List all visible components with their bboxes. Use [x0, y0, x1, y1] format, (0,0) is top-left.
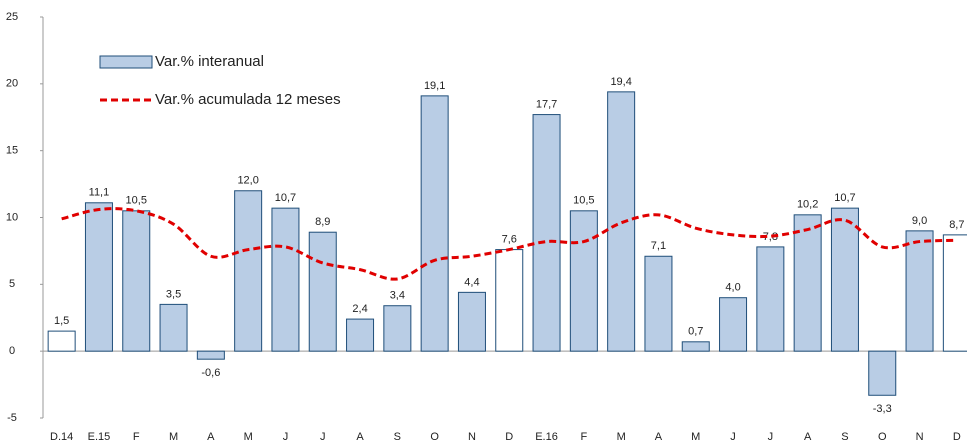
bar — [719, 297, 748, 352]
value-label: 10,7 — [275, 192, 296, 204]
y-tick-label: 5 — [9, 278, 15, 290]
value-label: -0,6 — [201, 367, 220, 379]
value-label: 9,0 — [912, 215, 927, 227]
bar — [122, 210, 151, 352]
value-label: 7,6 — [502, 233, 517, 245]
value-label: 17,7 — [536, 98, 557, 110]
bar — [681, 341, 710, 352]
x-tick-label: O — [878, 431, 887, 443]
x-tick-label: S — [841, 431, 848, 443]
bar — [644, 255, 673, 352]
bar — [47, 330, 76, 352]
bar — [383, 305, 412, 352]
line — [61, 207, 957, 281]
bar — [346, 318, 375, 352]
value-label: 10,2 — [797, 199, 818, 211]
x-tick-label: E.15 — [88, 431, 111, 443]
bar — [942, 234, 967, 352]
bar — [607, 91, 636, 352]
x-tick-label: D — [505, 431, 513, 443]
x-tick-label: J — [730, 431, 736, 443]
bar — [457, 291, 486, 352]
value-label: 19,1 — [424, 80, 445, 92]
bar — [495, 249, 524, 352]
x-tick-label: E.16 — [535, 431, 558, 443]
value-label: 10,5 — [573, 195, 594, 207]
bar — [793, 214, 822, 352]
x-tick-label: M — [617, 431, 626, 443]
value-label: 19,4 — [610, 76, 631, 88]
value-label: 8,9 — [315, 216, 330, 228]
bar — [271, 207, 300, 352]
value-label: 7,1 — [651, 240, 666, 252]
bar — [868, 350, 897, 396]
value-label: -3,3 — [873, 403, 892, 415]
x-tick-label: M — [691, 431, 700, 443]
value-label: 8,7 — [949, 219, 964, 231]
y-tick-label: 10 — [6, 211, 18, 223]
value-label: 12,0 — [237, 175, 258, 187]
x-tick-label: J — [320, 431, 326, 443]
x-tick-label: D.14 — [50, 431, 73, 443]
x-tick-label: N — [916, 431, 924, 443]
x-tick-label: O — [430, 431, 439, 443]
bar — [308, 231, 337, 352]
y-tick-label: 25 — [6, 11, 18, 23]
value-label: 3,4 — [390, 290, 405, 302]
legend-swatch — [99, 55, 153, 69]
x-tick-label: J — [283, 431, 289, 443]
x-tick-label: D — [953, 431, 961, 443]
y-tick-label: -5 — [7, 412, 17, 424]
x-tick-label: J — [768, 431, 774, 443]
bar — [569, 210, 598, 352]
x-tick-label: F — [580, 431, 587, 443]
value-label: 2,4 — [352, 303, 367, 315]
bar — [159, 303, 188, 352]
legend-label: Var.% interanual — [155, 53, 264, 70]
bar — [84, 202, 113, 352]
bar — [905, 230, 934, 352]
x-tick-label: A — [356, 431, 364, 443]
bar — [756, 246, 785, 352]
value-label: 10,5 — [126, 195, 147, 207]
value-label: 11,1 — [89, 187, 110, 199]
x-tick-label: A — [655, 431, 663, 443]
x-tick-label: M — [244, 431, 253, 443]
y-tick-label: 0 — [9, 345, 15, 357]
value-label: 3,5 — [166, 288, 181, 300]
value-label: 7,8 — [763, 231, 778, 243]
x-tick-label: F — [133, 431, 140, 443]
x-tick-label: S — [394, 431, 401, 443]
x-tick-label: A — [804, 431, 812, 443]
value-label: 1,5 — [54, 315, 69, 327]
bar — [830, 207, 859, 352]
x-tick-label: N — [468, 431, 476, 443]
value-label: 0,7 — [688, 326, 703, 338]
y-tick-label: 20 — [6, 78, 18, 90]
x-tick-label: M — [169, 431, 178, 443]
y-tick-label: 15 — [6, 145, 18, 157]
value-label: 10,7 — [834, 192, 855, 204]
value-label: 4,0 — [725, 282, 740, 294]
bar — [234, 190, 263, 352]
value-label: 4,4 — [464, 276, 479, 288]
bar — [532, 114, 561, 352]
x-tick-label: A — [207, 431, 215, 443]
bar — [420, 95, 449, 352]
bar — [196, 350, 225, 360]
legend-label: Var.% acumulada 12 meses — [155, 91, 341, 108]
